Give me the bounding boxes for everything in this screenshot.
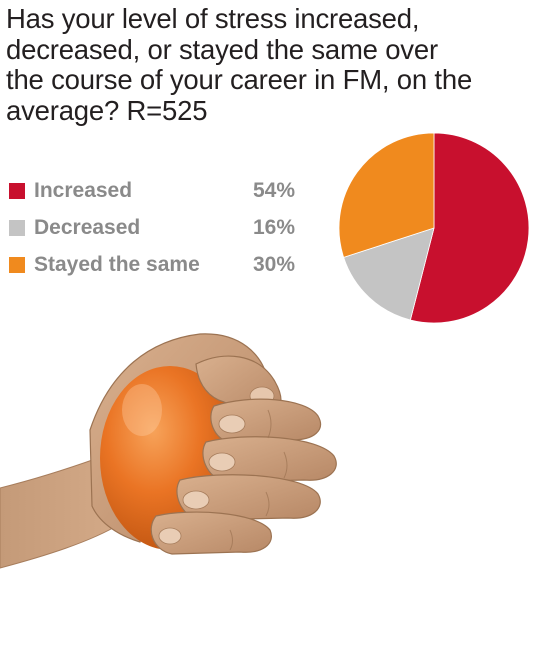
pie-slice-increased	[409, 132, 530, 324]
legend-swatch-decreased	[9, 220, 25, 236]
legend-swatch-stayed-the-same	[9, 257, 25, 273]
chart-title: Has your level of stress increased, decr…	[6, 3, 473, 126]
fingernail-little	[158, 527, 182, 545]
finger-little	[150, 511, 272, 555]
pie-slice-decreased	[343, 227, 435, 321]
legend-value-stayed-the-same: 30%	[252, 253, 295, 276]
knuckle-creases	[229, 409, 288, 551]
hand-squeezing-stress-ball-icon	[0, 333, 337, 569]
legend-value-increased: 54%	[252, 179, 295, 202]
pie-chart	[338, 132, 530, 324]
fingernail-ring	[182, 490, 210, 510]
fingernail-middle	[208, 452, 236, 472]
stress-ball-highlight	[122, 384, 162, 436]
finger-ring	[176, 474, 321, 521]
fingernail-index	[218, 414, 246, 434]
legend-label-increased: Increased	[34, 179, 133, 202]
legend-value-decreased: 16%	[252, 216, 295, 239]
finger-middle	[202, 436, 337, 483]
legend-item-increased: Increased 54%	[9, 178, 309, 215]
legend-swatch-increased	[9, 183, 25, 199]
chart-legend: Increased 54% Decreased 16% Stayed the s…	[9, 178, 309, 289]
legend-item-decreased: Decreased 16%	[9, 215, 309, 252]
legend-item-stayed-the-same: Stayed the same 30%	[9, 252, 309, 289]
legend-label-stayed-the-same: Stayed the same	[34, 253, 200, 276]
pie-slice-stayed-the-same	[338, 132, 435, 258]
legend-label-decreased: Decreased	[34, 216, 141, 239]
